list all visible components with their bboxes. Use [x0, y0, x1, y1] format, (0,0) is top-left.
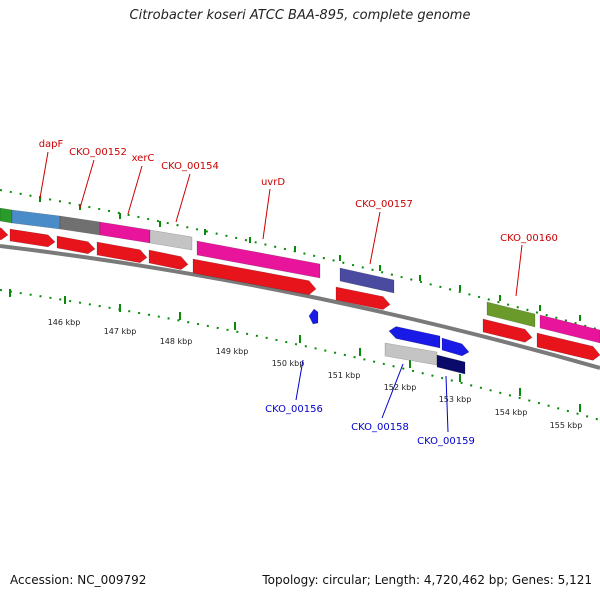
feature-block-pink-1: [99, 221, 151, 244]
leader-line-top-2: [127, 165, 143, 215]
label-leaders: [39, 151, 523, 433]
accession-label: Accession: NC_009792: [10, 573, 147, 587]
feature-block-gray: [59, 215, 101, 236]
feature-block-pink-2: [539, 314, 600, 344]
map-title: Citrobacter koseri ATCC BAA-895, complet…: [129, 8, 471, 23]
topology-label: Topology: circular; Length: 4,720,462 bp…: [262, 573, 592, 587]
gene-label-cko_00156: CKO_00156: [265, 404, 323, 415]
feature-block-pink-uvrd: [196, 240, 321, 279]
kbp-label-151: 151 kbp: [328, 371, 361, 380]
gene-arrow-red-5: [192, 258, 317, 296]
kbp-label-149: 149 kbp: [216, 347, 249, 356]
leader-line-bottom-1: [381, 363, 404, 419]
gene-arrow-red-2: [56, 235, 96, 255]
kbp-label-146: 146 kbp: [48, 318, 81, 327]
gene-label-cko_00154: CKO_00154: [161, 161, 219, 172]
gene-label-cko_00152: CKO_00152: [69, 147, 127, 158]
gene-label-xerc: xerC: [132, 153, 155, 164]
kbp-label-152: 152 kbp: [384, 383, 417, 392]
feature-block-olive: [486, 301, 536, 328]
leader-line-top-1: [79, 159, 95, 209]
gene-arrow-red-3: [96, 241, 148, 264]
gene-arrow-red-4: [148, 249, 189, 270]
leader-line-top-4: [262, 188, 271, 240]
genome-backbone: [0, 244, 600, 370]
feature-block-navy: [436, 354, 466, 375]
kbp-label-148: 148 kbp: [160, 337, 193, 346]
kbp-label-150: 150 kbp: [272, 359, 305, 368]
feature-block-slate: [339, 267, 395, 294]
gene-arrow-red-8: [536, 332, 600, 361]
gene-arrow-blue-1: [441, 337, 470, 357]
feature-blocks: [0, 207, 600, 375]
leader-line-bottom-0: [295, 359, 304, 401]
gene-arrow-red-0: [0, 227, 9, 241]
leader-line-top-6: [515, 244, 523, 297]
gene-label-dapf: dapF: [39, 139, 64, 150]
leader-line-top-0: [39, 151, 49, 199]
gene-arrow-red-7: [482, 318, 533, 343]
feature-block-steel-blue: [11, 209, 61, 230]
gene-label-cko_00159: CKO_00159: [417, 436, 475, 447]
leader-line-top-3: [175, 173, 191, 223]
gene-label-uvrd: uvrD: [261, 177, 285, 188]
gene-labels: dapF CKO_00152 xerC CKO_00154 uvrD CKO_00157 C…: [39, 139, 558, 447]
feature-block-green: [0, 207, 13, 224]
kbp-label-154: 154 kbp: [495, 408, 528, 417]
gene-label-cko_00157: CKO_00157: [355, 199, 413, 210]
kbp-label-153: 153 kbp: [439, 395, 472, 404]
leader-line-bottom-2: [445, 375, 449, 433]
kbp-labels: 146 kbp 147 kbp 148 kbp 149 kbp 150 kbp 151 k…: [48, 318, 583, 430]
kbp-label-147: 147 kbp: [104, 327, 137, 336]
gene-arrow-blue-small: [308, 308, 319, 325]
major-ticks: [9, 196, 581, 412]
leader-line-top-5: [369, 211, 381, 265]
gene-label-cko_00160: CKO_00160: [500, 233, 558, 244]
kbp-label-155: 155 kbp: [550, 421, 583, 430]
feature-block-light-gray-1: [149, 229, 193, 251]
gene-arrow-red-1: [9, 228, 56, 248]
gene-label-cko_00158: CKO_00158: [351, 422, 409, 433]
gene-arrow-blue-0: [388, 326, 441, 349]
gene-arrow-red-6: [335, 286, 391, 310]
gene-arrows: [0, 227, 600, 361]
